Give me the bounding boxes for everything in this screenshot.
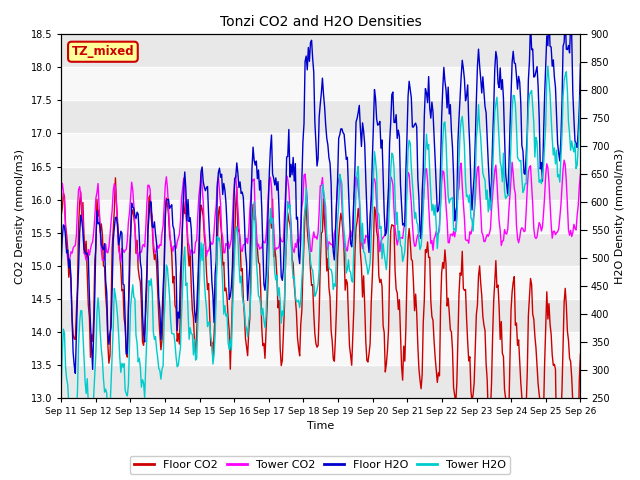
X-axis label: Time: Time xyxy=(307,421,335,432)
Y-axis label: CO2 Density (mmol/m3): CO2 Density (mmol/m3) xyxy=(15,149,25,284)
Title: Tonzi CO2 and H2O Densities: Tonzi CO2 and H2O Densities xyxy=(220,15,422,29)
Bar xyxy=(61,332,580,365)
Y-axis label: H2O Density (mmol/m3): H2O Density (mmol/m3) xyxy=(615,148,625,284)
Legend: Floor CO2, Tower CO2, Floor H2O, Tower H2O: Floor CO2, Tower CO2, Floor H2O, Tower H… xyxy=(130,456,510,474)
Bar xyxy=(61,133,580,167)
Bar xyxy=(61,200,580,233)
Bar xyxy=(61,67,580,100)
Bar xyxy=(61,265,580,299)
Text: TZ_mixed: TZ_mixed xyxy=(72,45,134,58)
